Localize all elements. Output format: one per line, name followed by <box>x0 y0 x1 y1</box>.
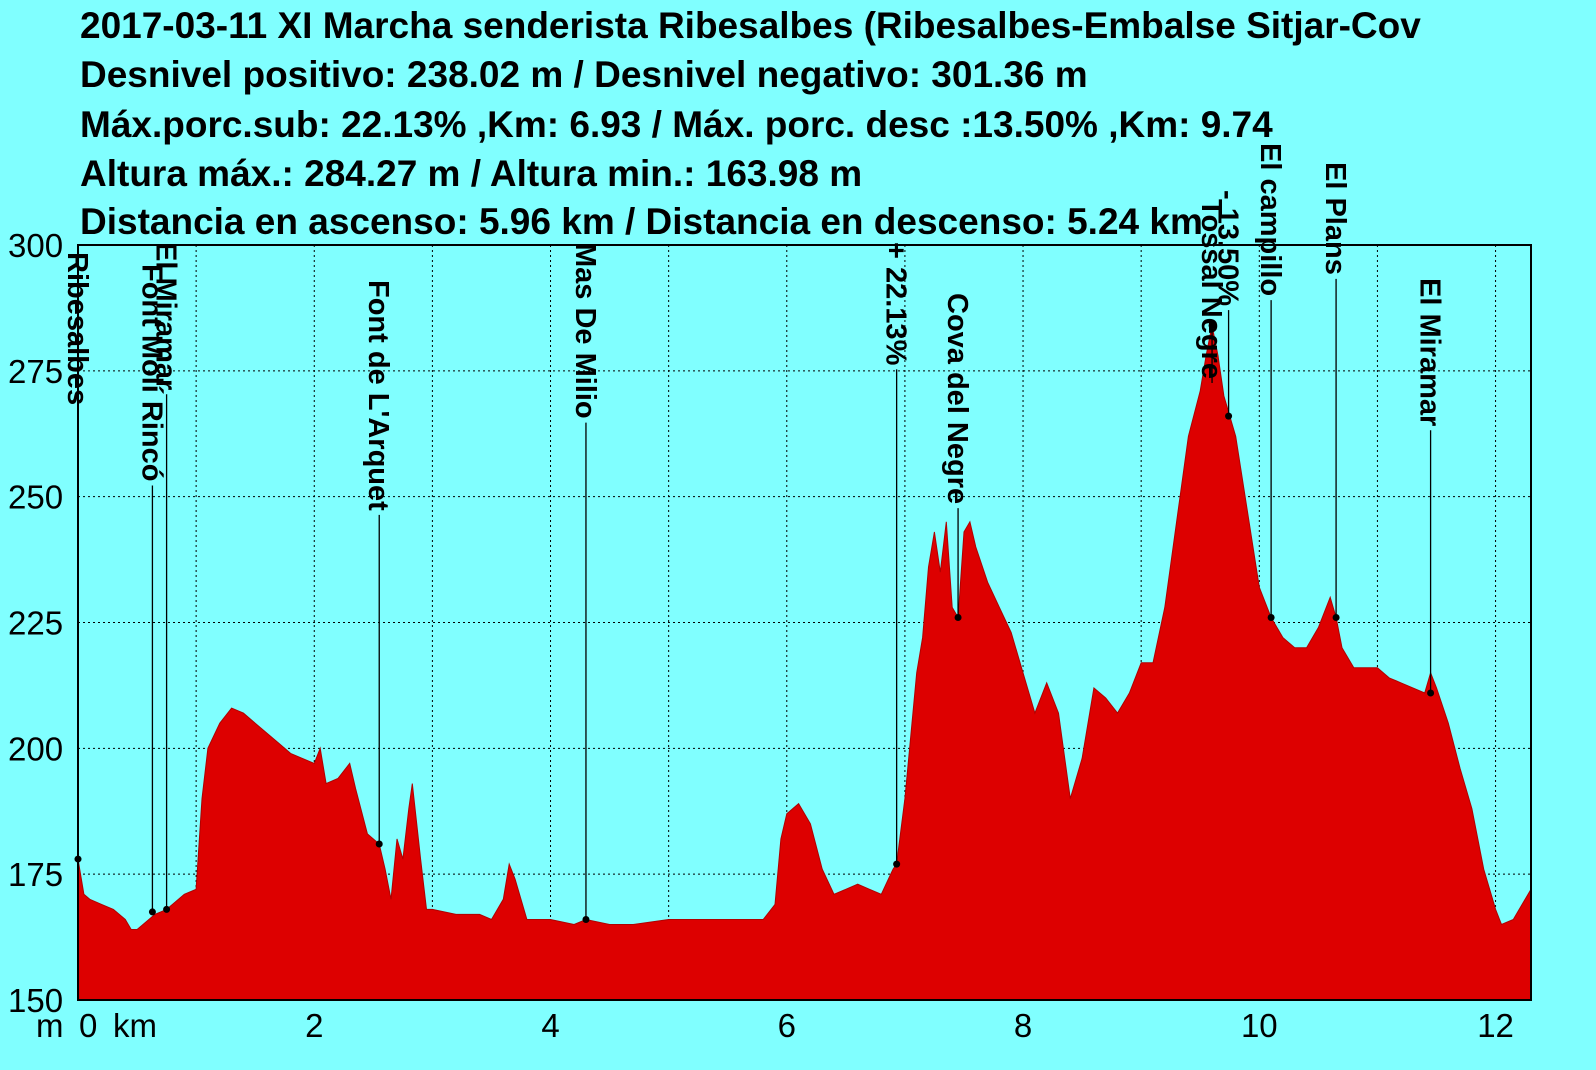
waypoint-marker: + 22.13% <box>880 242 912 868</box>
waypoint-marker: Font Molí Rincó <box>135 264 167 916</box>
title-line-4: Altura máx.: 284.27 m / Altura min.: 163… <box>80 153 863 194</box>
waypoint-label: + 22.13% <box>880 242 912 366</box>
waypoint-label: Mas De Milio <box>569 243 601 419</box>
waypoint-point <box>148 908 156 916</box>
x-tick-label: 6 <box>778 1007 796 1044</box>
waypoint-label: Ribesalbes <box>61 252 93 405</box>
y-tick-label: 175 <box>8 856 63 893</box>
elevation-area-series <box>77 325 1532 1001</box>
waypoint-point <box>375 840 383 848</box>
waypoint-label: Tossal Negre <box>1195 199 1227 379</box>
y-tick-label: 225 <box>8 605 63 642</box>
waypoint-label: Font de L'Arquet <box>362 280 394 511</box>
waypoint-point <box>1225 412 1233 420</box>
y-axis-unit: m <box>36 1007 64 1044</box>
waypoint-marker: Cova del Negre <box>941 293 973 621</box>
x-tick-label: 8 <box>1014 1007 1032 1044</box>
waypoint-label: Font Molí Rincó <box>135 264 167 481</box>
waypoint-point <box>582 915 590 923</box>
y-tick-label: 150 <box>8 982 63 1019</box>
x-tick-label: 2 <box>305 1007 323 1044</box>
waypoint-marker: El campillo <box>1254 143 1286 621</box>
waypoint-marker: El Miramar <box>150 242 182 913</box>
waypoint-marker: Mas De Milio <box>569 243 601 923</box>
waypoint-label: Cova del Negre <box>941 293 973 504</box>
waypoint-point <box>163 905 171 913</box>
waypoint-marker: Tossal Negre <box>1195 199 1227 383</box>
axes: 150 175 200 225 250 275 300 0 2 4 6 8 10 12 <box>8 227 1532 1044</box>
waypoint-marker: Font de L'Arquet <box>362 280 394 848</box>
x-tick-label: 10 <box>1241 1007 1278 1044</box>
waypoint-marker: - 13.50% <box>1212 190 1244 420</box>
y-tick-label: 250 <box>8 479 63 516</box>
waypoint-marker: El Miramar <box>1414 278 1446 697</box>
title-line-3: Máx.porc.sub: 22.13% ,Km: 6.93 / Máx. po… <box>80 104 1273 145</box>
title-line-1: 2017-03-11 XI Marcha senderista Ribesalb… <box>80 5 1421 46</box>
x-tick-label: 12 <box>1477 1007 1514 1044</box>
waypoint-point <box>1427 689 1435 697</box>
waypoint-label: El campillo <box>1254 143 1286 296</box>
x-tick-label: 4 <box>541 1007 559 1044</box>
y-tick-label: 200 <box>8 730 63 767</box>
waypoint-point <box>74 855 82 863</box>
waypoint-marker: El Plans <box>1319 162 1351 621</box>
waypoint-label: El Plans <box>1319 162 1351 275</box>
x-tick-label: 0 <box>79 1007 97 1044</box>
waypoint-label: - 13.50% <box>1212 190 1244 306</box>
waypoint-marker: Ribesalbes <box>61 252 93 863</box>
y-tick-label: 300 <box>8 227 63 264</box>
waypoint-point <box>1267 613 1275 621</box>
waypoint-point <box>893 860 901 868</box>
y-tick-label: 275 <box>8 353 63 390</box>
elevation-area <box>77 325 1532 1001</box>
x-axis-unit: km <box>113 1007 157 1044</box>
title-line-5: Distancia en ascenso: 5.96 km / Distanci… <box>80 201 1203 242</box>
waypoint-label: El Miramar <box>150 242 182 390</box>
waypoint-point <box>954 613 962 621</box>
waypoint-point <box>1332 613 1340 621</box>
waypoint-point <box>1208 322 1216 330</box>
waypoint-label: El Miramar <box>1414 278 1446 426</box>
title-line-2: Desnivel positivo: 238.02 m / Desnivel n… <box>80 54 1088 95</box>
